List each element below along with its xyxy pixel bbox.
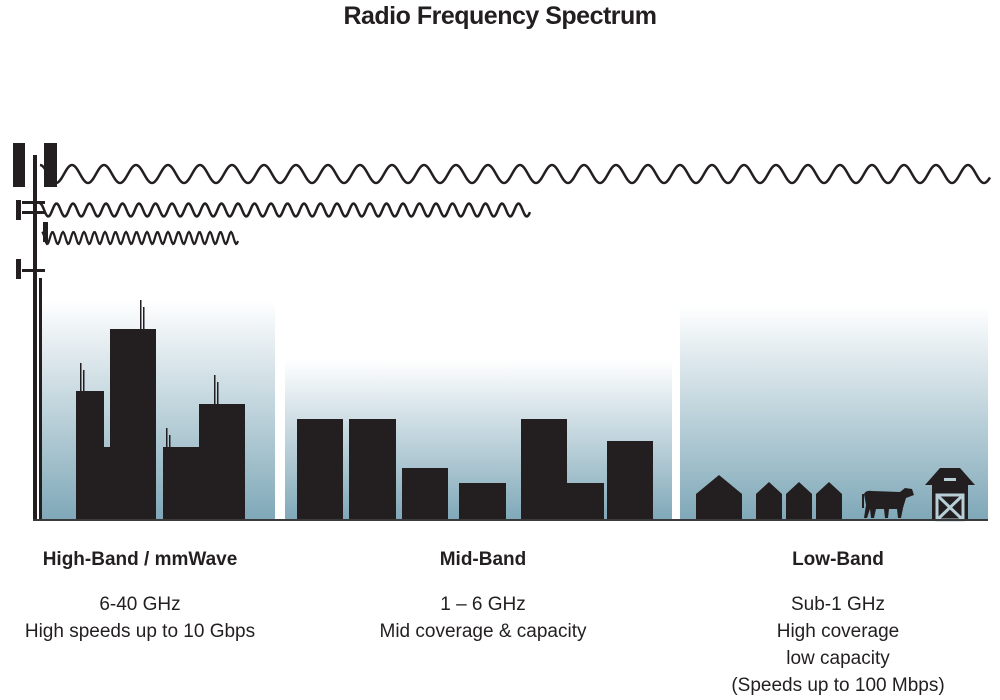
band-description: low capacity: [786, 648, 890, 669]
high-frequency-wave: [41, 230, 240, 246]
ground-line: [33, 519, 988, 521]
band-frequency: 6-40 GHz: [99, 594, 181, 615]
band-name: Low-Band: [792, 549, 884, 570]
band-frequency: Sub-1 GHz: [791, 594, 885, 615]
rural-houses: [696, 475, 842, 520]
band-name: Mid-Band: [439, 549, 527, 570]
high-band-label-group: High-Band / mmWave 6-40 GHz High speeds …: [0, 549, 290, 645]
band-description: High coverage: [776, 621, 900, 642]
band-frequency: 1 – 6 GHz: [440, 594, 526, 615]
band-description: (Speeds up to 100 Mbps): [731, 675, 945, 696]
cow-icon: [862, 488, 914, 518]
band-description: High speeds up to 10 Gbps: [24, 621, 256, 642]
diagram-title: Radio Frequency Spectrum: [343, 2, 657, 30]
city-buildings: [76, 300, 245, 520]
mid-frequency-wave: [39, 202, 532, 218]
band-name: High-Band / mmWave: [42, 549, 238, 570]
mid-band-label-group: Mid-Band 1 – 6 GHz Mid coverage & capaci…: [333, 549, 633, 645]
low-band-label-group: Low-Band Sub-1 GHz High coverage low cap…: [688, 549, 988, 699]
band-description: Mid coverage & capacity: [379, 621, 587, 642]
suburban-buildings: [297, 419, 653, 520]
cell-tower-icon: [13, 143, 57, 520]
low-frequency-wave: [39, 163, 992, 185]
